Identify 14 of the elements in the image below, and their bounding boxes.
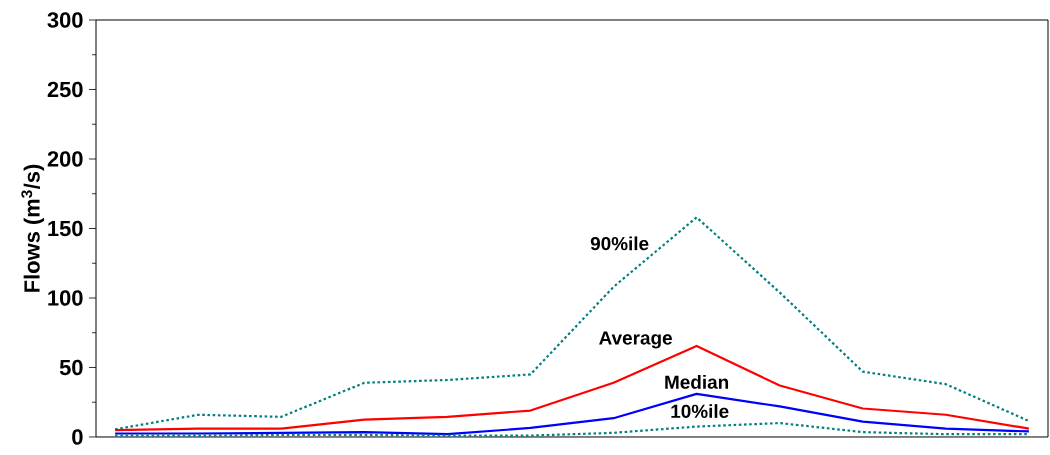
line-series — [114, 392, 1031, 436]
y-axis-title: Flows (m$^{3}$/s) — [21, 164, 45, 292]
series-label: 10%ile — [671, 404, 729, 419]
y-tick-label: 150 — [48, 220, 83, 237]
y-tick-label: 0 — [72, 429, 83, 445]
y-tick-label: 300 — [47, 12, 83, 28]
series-label: 90%ile — [590, 236, 649, 251]
y-tick-label: 250 — [47, 81, 83, 98]
y-tick-label: 50 — [59, 359, 83, 376]
series-label: Median — [665, 374, 729, 389]
line-series — [114, 216, 1031, 431]
series-label: Average — [599, 331, 672, 349]
y-tick-label: 100 — [48, 290, 83, 306]
y-tick-label: 200 — [47, 151, 83, 167]
